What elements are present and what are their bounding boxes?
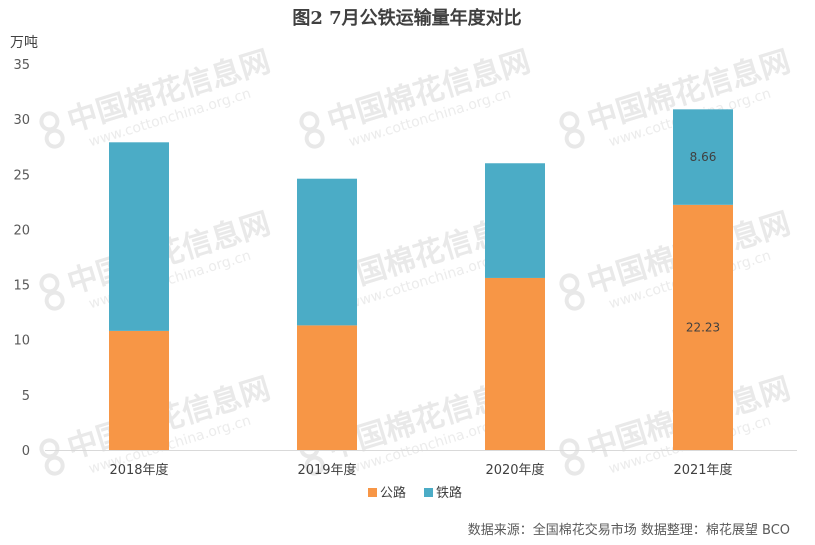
y-tick-label: 15	[13, 279, 30, 294]
x-category-label: 2018年度	[109, 462, 168, 478]
data-label: 22.23	[686, 320, 720, 334]
y-axis-ticks: 0 5 10 15 20 25 30 35	[13, 58, 30, 459]
x-category-label: 2019年度	[297, 462, 356, 478]
watermark-logo-icon	[559, 438, 580, 459]
bar-rail-1	[297, 178, 357, 326]
watermark-logo-icon	[559, 273, 580, 294]
y-tick-label: 20	[13, 223, 30, 238]
bar-rail-0	[109, 142, 169, 331]
watermark-logo-icon	[299, 111, 320, 132]
watermark-logo-icon	[39, 273, 60, 294]
y-tick-label: 25	[13, 168, 30, 183]
y-tick-label: 0	[22, 444, 30, 459]
y-tick-label: 35	[13, 58, 30, 73]
y-tick-label: 10	[13, 334, 30, 349]
data-label: 8.66	[690, 150, 717, 164]
bar-rail-2	[485, 163, 545, 278]
watermark-logo-icon	[39, 111, 60, 132]
y-tick-label: 5	[22, 389, 30, 404]
x-category-label: 2021年度	[673, 462, 732, 478]
data-labels-layer: 22.23 8.66	[686, 150, 720, 334]
legend-swatch-0	[368, 488, 377, 497]
bar-road-2	[485, 277, 545, 450]
watermark-logo-icon	[39, 438, 60, 459]
watermark-logo-icon	[44, 455, 65, 476]
legend-swatch-1	[424, 488, 433, 497]
watermark-logo-icon	[44, 290, 65, 311]
bar-rail-3	[673, 109, 733, 205]
watermark-logo-icon	[304, 455, 325, 476]
watermark-logo-icon	[304, 128, 325, 149]
x-category-label: 2020年度	[485, 462, 544, 478]
bars-layer	[109, 109, 733, 450]
watermark-logo-icon	[564, 290, 585, 311]
chart-title: 图2 7月公铁运输量年度对比	[292, 7, 521, 29]
source-note: 数据来源：全国棉花交易市场 数据整理：棉花展望 BCO	[468, 522, 790, 538]
legend-label-0: 公路	[380, 485, 406, 501]
bar-road-3	[673, 204, 733, 450]
legend: 公路 铁路	[368, 485, 462, 501]
bar-road-1	[297, 325, 357, 450]
watermark-logo-icon	[44, 128, 65, 149]
watermark-logo-icon	[564, 128, 585, 149]
legend-label-1: 铁路	[436, 485, 462, 501]
x-axis-categories: 2018年度 2019年度 2020年度 2021年度	[109, 462, 732, 478]
bar-road-0	[109, 330, 169, 450]
y-tick-label: 30	[13, 113, 30, 128]
watermark-logo-icon	[564, 455, 585, 476]
y-axis-unit-label: 万吨	[10, 35, 38, 51]
watermark-logo-icon	[559, 111, 580, 132]
